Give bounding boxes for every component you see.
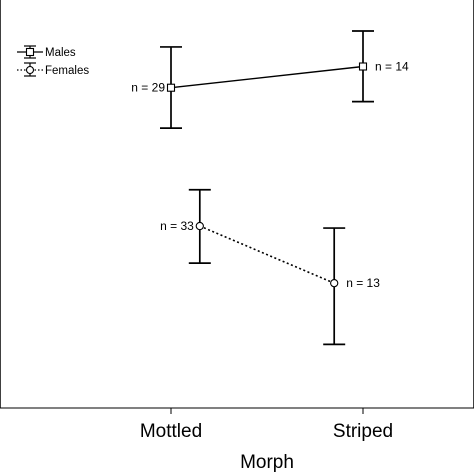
x-tick-label-striped: Striped: [333, 421, 393, 442]
sample-size-label-females-striped: n = 13: [346, 276, 380, 290]
sample-size-label-males-striped: n = 14: [375, 60, 409, 74]
x-axis-ticks: Mottled Striped: [140, 408, 393, 442]
point-females-mottled: [195, 221, 204, 231]
x-axis-title: Morph: [240, 452, 294, 473]
legend-males-label: Males: [45, 47, 76, 59]
point-males-striped: [358, 62, 368, 71]
point-males-mottled: [166, 83, 176, 92]
plot-frame: [0, 0, 474, 409]
legend-females-label: Females: [45, 65, 89, 77]
series-line-males: [170, 65, 364, 89]
series-line-females: [199, 225, 335, 284]
sample-size-label-females-mottled: n = 33: [160, 219, 194, 233]
sample-size-label-males-mottled: n = 29: [131, 81, 165, 95]
series-layer: n = 29 n = 14 n = 33 n = 13: [131, 30, 409, 346]
point-females-striped: [330, 279, 339, 288]
legend-males-marker: [17, 45, 43, 59]
series-females: n = 33 n = 13: [160, 188, 380, 346]
x-tick-label-mottled: Mottled: [140, 421, 202, 442]
series-males: n = 29 n = 14: [131, 30, 409, 129]
legend-females-marker: [17, 62, 43, 77]
legend: Males Females: [17, 45, 89, 77]
